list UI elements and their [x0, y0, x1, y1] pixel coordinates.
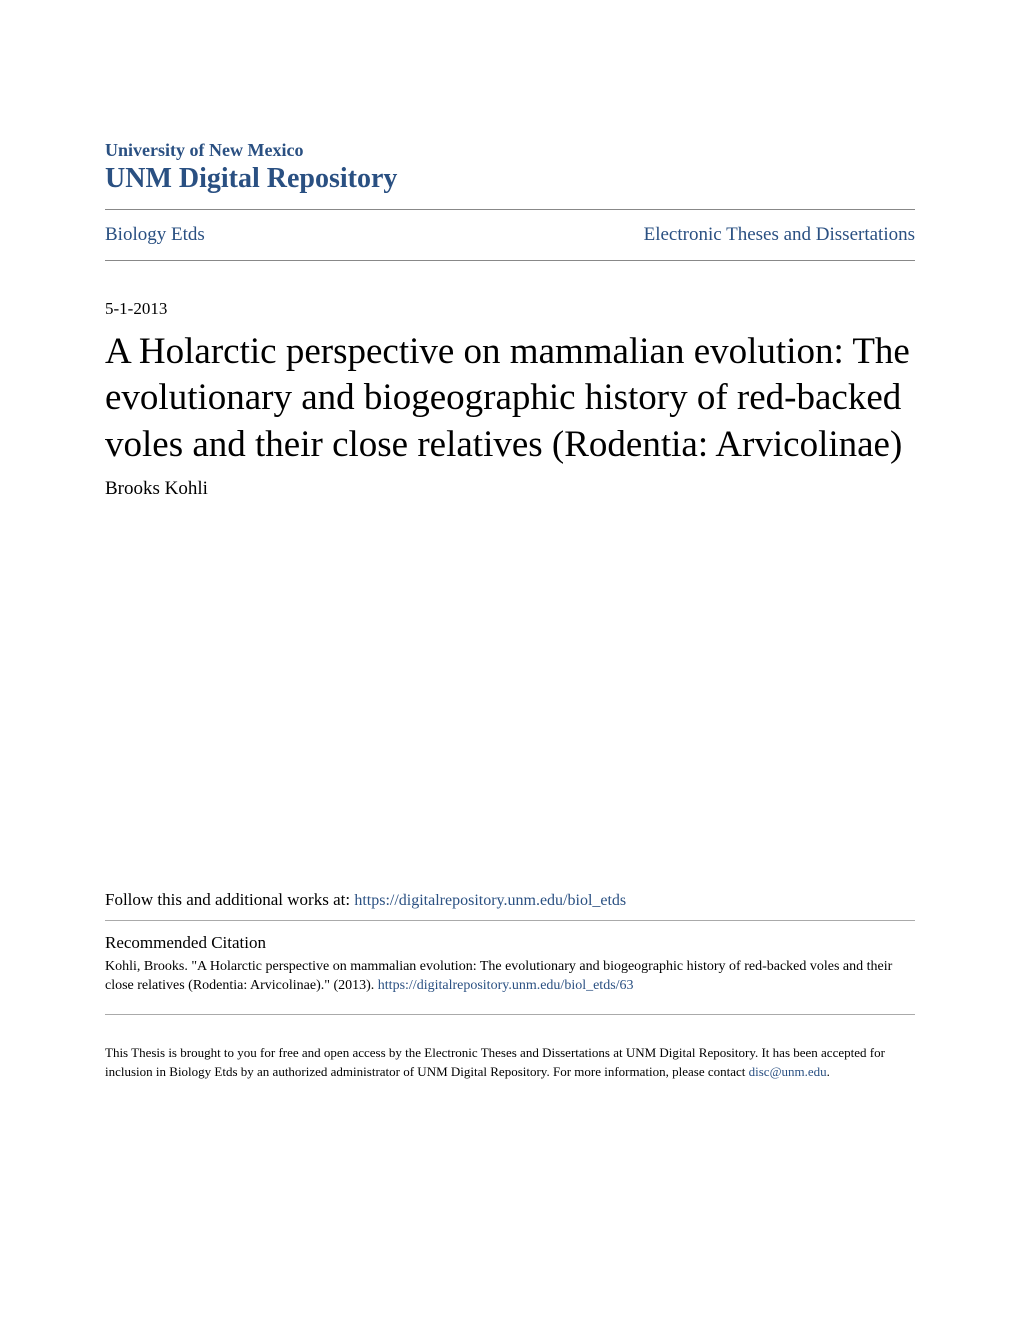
- citation-body: Kohli, Brooks. "A Holarctic perspective …: [105, 957, 915, 996]
- divider-citation: [105, 1014, 915, 1015]
- follow-link[interactable]: https://digitalrepository.unm.edu/biol_e…: [354, 892, 626, 909]
- follow-prefix: Follow this and additional works at:: [105, 890, 354, 909]
- citation-link[interactable]: https://digitalrepository.unm.edu/biol_e…: [378, 978, 634, 993]
- header-section: University of New Mexico UNM Digital Rep…: [105, 140, 915, 195]
- publication-date: 5-1-2013: [105, 299, 915, 319]
- footer-email[interactable]: disc@unm.edu: [749, 1064, 827, 1079]
- nav-link-left[interactable]: Biology Etds: [105, 224, 205, 246]
- footer-text: This Thesis is brought to you for free a…: [105, 1043, 915, 1082]
- author-name: Brooks Kohli: [105, 478, 915, 500]
- document-title: A Holarctic perspective on mammalian evo…: [105, 329, 915, 468]
- university-name: University of New Mexico: [105, 140, 915, 161]
- divider-nav: [105, 260, 915, 261]
- nav-link-right[interactable]: Electronic Theses and Dissertations: [644, 224, 915, 246]
- repository-name[interactable]: UNM Digital Repository: [105, 163, 915, 195]
- follow-section: Follow this and additional works at: htt…: [105, 890, 915, 910]
- divider-follow: [105, 920, 915, 921]
- nav-section: Biology Etds Electronic Theses and Disse…: [105, 210, 915, 260]
- citation-heading: Recommended Citation: [105, 933, 915, 953]
- footer-suffix: .: [827, 1064, 830, 1079]
